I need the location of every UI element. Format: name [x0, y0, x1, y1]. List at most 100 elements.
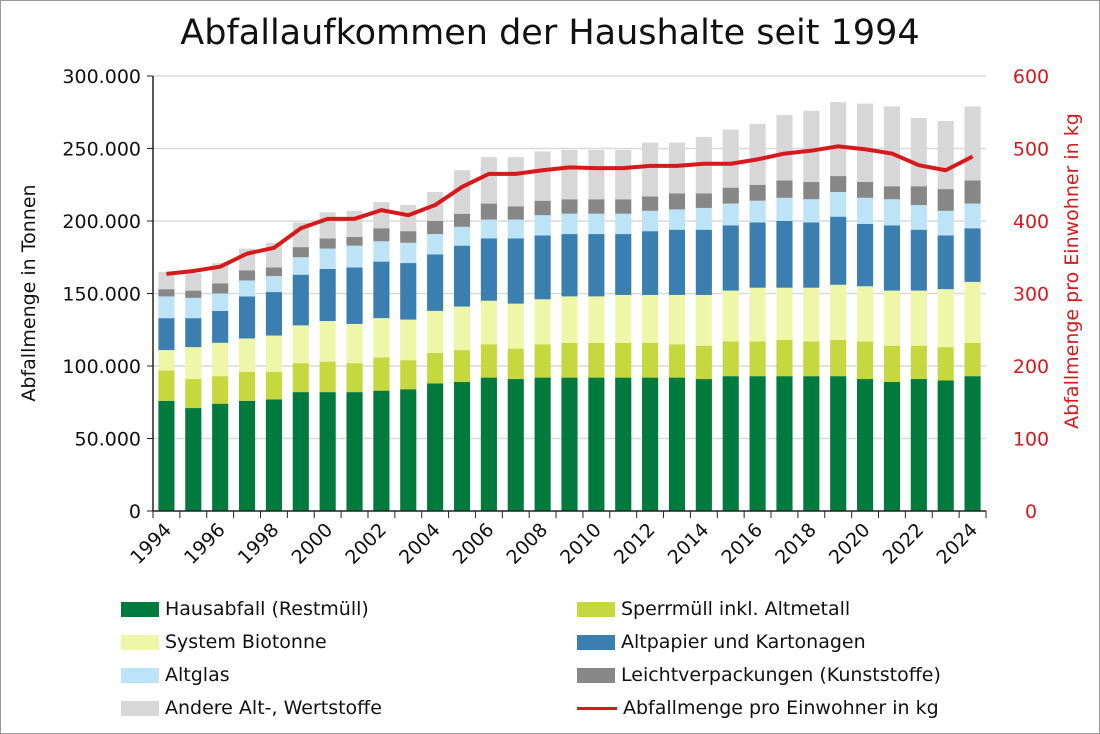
bar-segment [319, 238, 336, 249]
bar-segment [265, 399, 282, 511]
bar-segment [346, 323, 363, 364]
bar-segment [319, 212, 336, 239]
bar-segment [937, 347, 954, 381]
bar-segment [158, 370, 175, 401]
bar-segment [292, 274, 309, 326]
bar-segment [964, 228, 981, 282]
bar-segment [776, 339, 793, 377]
bar-segment [642, 196, 659, 211]
bar-segment [534, 377, 551, 511]
bar-segment [776, 180, 793, 198]
bar-segment [642, 377, 659, 511]
legend-item-sperrmuell: Sperrmüll inkl. Altmetall [577, 598, 850, 620]
bar-segment [883, 225, 901, 291]
bar-segment [400, 205, 417, 232]
bar-segment [642, 210, 659, 232]
bar-segment [937, 380, 954, 511]
bar-segment [857, 103, 874, 182]
x-tick-label: 2000 [287, 519, 337, 569]
bar-segment [185, 318, 202, 348]
bar-segment [158, 350, 175, 371]
x-tick-label: 1998 [234, 519, 284, 569]
bar-segment [642, 342, 659, 378]
bar-segment [373, 202, 390, 229]
bar-segment [615, 342, 632, 378]
bar-segment [561, 377, 578, 511]
y-tick-label: 150.000 [62, 284, 141, 306]
bar-segment [292, 325, 309, 364]
bar-segment [265, 292, 282, 336]
x-tick-label: 2024 [932, 519, 982, 569]
y-tick-label: 250.000 [62, 139, 141, 161]
bar-segment [615, 377, 632, 511]
legend-label: Altglas [165, 664, 230, 686]
x-tick-label: 2022 [879, 519, 929, 569]
bar-segment [964, 376, 981, 511]
bar-segment [776, 221, 793, 288]
bar-segment [507, 219, 524, 239]
bar-segment [158, 271, 175, 290]
y2-tick-label: 600 [1013, 66, 1049, 88]
bar-segment [776, 115, 793, 181]
bar-segment [695, 207, 712, 230]
x-tick-label: 2004 [395, 519, 445, 569]
bar-segment [910, 345, 927, 380]
bar-segment [238, 280, 256, 297]
bar-segment [910, 229, 927, 291]
bar-segment [185, 347, 202, 380]
bar-segment [830, 376, 847, 511]
bar-segment [534, 200, 551, 216]
bar-segment [427, 221, 444, 235]
bar-segment [937, 120, 954, 190]
bar-segment [453, 245, 471, 307]
bar-segment [695, 229, 712, 295]
bar-segment [507, 379, 524, 511]
bar-segment [400, 231, 417, 243]
bar-segment [319, 248, 336, 269]
bar-segment [507, 348, 524, 380]
x-tick-label: 2018 [771, 519, 821, 569]
bar-segment [561, 213, 578, 235]
bar-segment [346, 392, 363, 511]
bar-segment [453, 213, 471, 227]
bar-segment [507, 238, 524, 304]
bar-segment [319, 361, 336, 393]
bar-segment [427, 352, 444, 384]
bar-segment [910, 118, 927, 187]
bar-segment [480, 203, 497, 220]
bar-segment [453, 350, 471, 382]
bar-segment [185, 290, 202, 298]
bar-segment [857, 181, 874, 198]
bar-segment [238, 338, 256, 372]
bar-segment [857, 223, 874, 287]
bar-segment [453, 381, 471, 511]
bar-segment [400, 360, 417, 390]
bar-segment [212, 403, 229, 511]
bar-segment [883, 345, 901, 382]
bar-segment [642, 231, 659, 295]
bar-segment [534, 344, 551, 378]
bar-segment [265, 335, 282, 372]
bar-segment [534, 235, 551, 300]
bar-segment [185, 273, 202, 291]
bar-segment [830, 339, 847, 377]
bar-segment [830, 284, 847, 340]
bar-segment [910, 290, 927, 346]
bar-segment [830, 216, 847, 285]
legend-item-altglas: Altglas [121, 664, 230, 686]
bar-segment [588, 342, 605, 378]
bar-segment [830, 192, 847, 217]
legend-item-hausabfall: Hausabfall (Restmüll) [121, 598, 369, 620]
bar-segment [964, 180, 981, 204]
bar-segment [480, 300, 497, 345]
bar-segment [857, 286, 874, 342]
legend-label: Hausabfall (Restmüll) [165, 598, 369, 620]
bar-segment [319, 392, 336, 511]
bar-segment [749, 123, 766, 185]
y-tick-label: 0 [129, 501, 141, 523]
bar-segment [373, 318, 390, 358]
bar-segment [212, 283, 229, 294]
bar-segment [158, 289, 175, 297]
bar-segment [883, 199, 901, 226]
